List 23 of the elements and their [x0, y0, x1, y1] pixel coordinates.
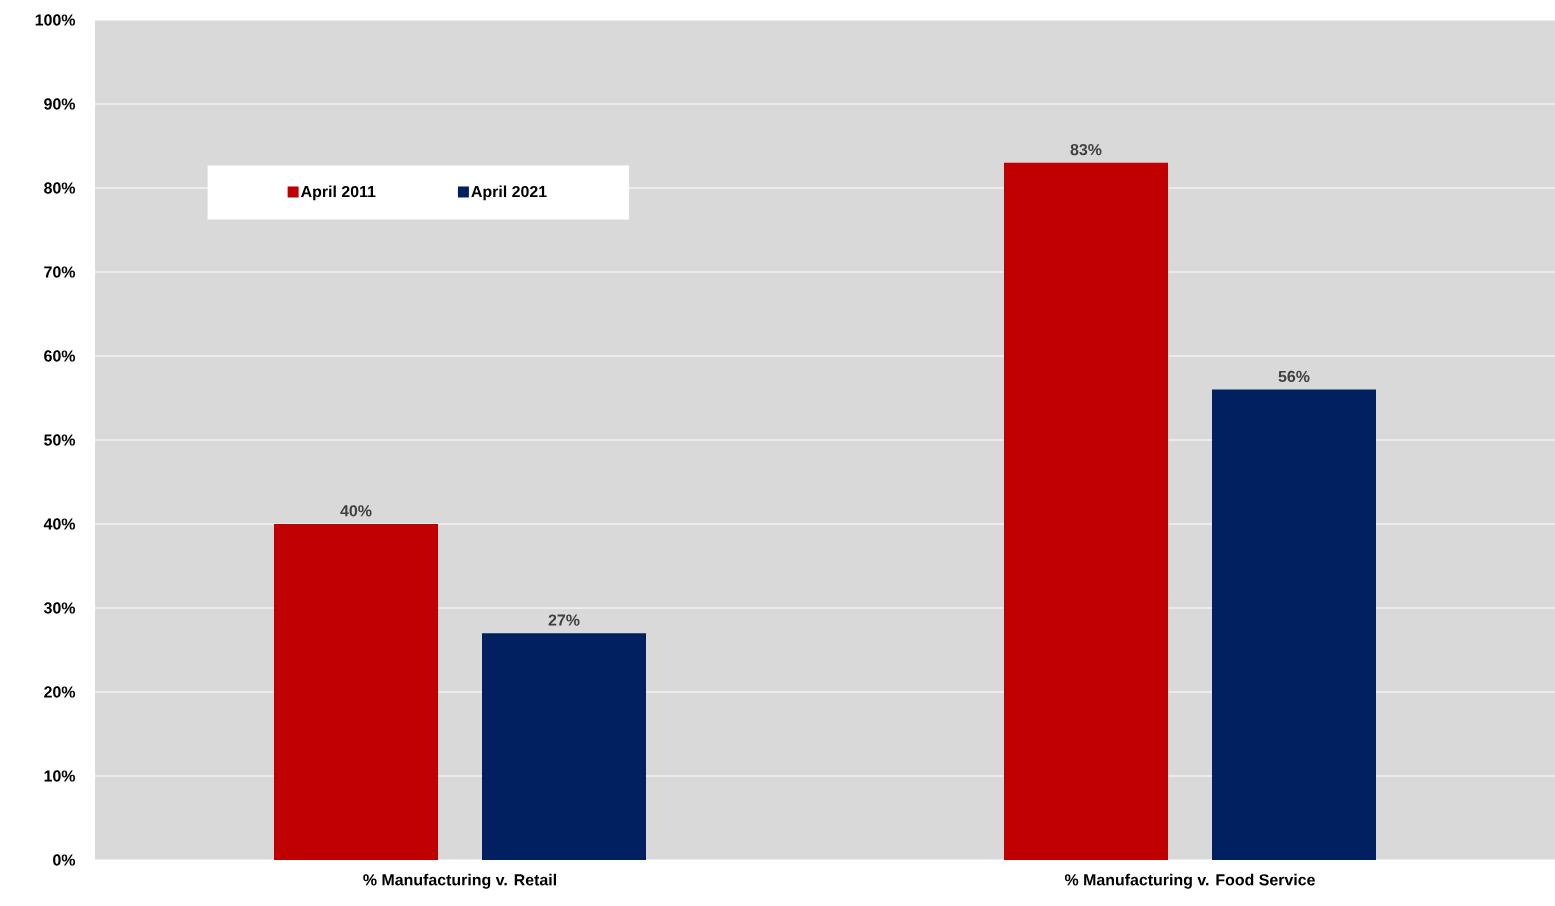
data-label: 27% — [548, 614, 580, 626]
y-tick-label: 0% — [53, 854, 76, 866]
y-tick-label: 40% — [43, 518, 76, 530]
y-tick-label: 20% — [44, 686, 76, 698]
x-tick-label: % Manufacturing v. Retail — [363, 873, 556, 889]
bar — [274, 524, 438, 860]
bar — [482, 633, 646, 860]
y-tick-label: 70% — [44, 266, 76, 278]
y-tick-label: 90% — [44, 98, 76, 110]
y-tick-label: 100% — [35, 14, 76, 26]
y-tick-label: 50% — [44, 434, 76, 446]
legend-label: April 2021 — [471, 185, 547, 201]
legend-label: April 2011 — [301, 185, 376, 201]
bar — [1004, 162, 1168, 860]
y-tick-label: 60% — [44, 350, 76, 362]
y-tick-label: 30% — [43, 602, 76, 614]
bar — [1212, 389, 1376, 860]
data-label: 83% — [1070, 143, 1102, 156]
y-tick-label: 80% — [44, 182, 76, 194]
y-tick-label: 10% — [44, 770, 76, 782]
x-tick-label: % Manufacturing v. Food Service — [1064, 873, 1315, 889]
data-label: 56% — [1278, 370, 1310, 383]
data-label: 40% — [340, 505, 372, 517]
